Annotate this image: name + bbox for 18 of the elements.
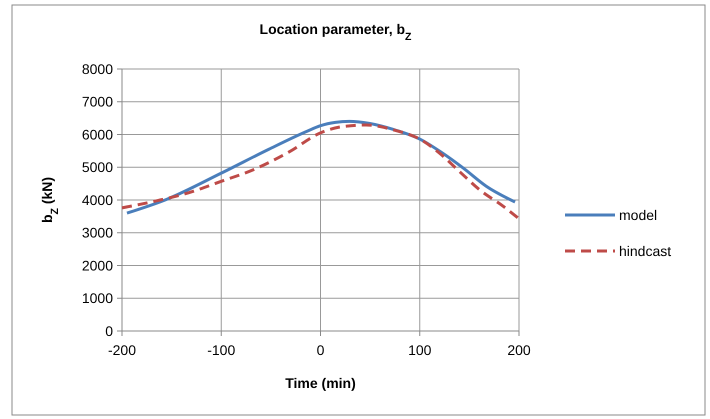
x-axis-title: Time (min) [285,375,356,391]
chart-title: Location parameter, b$_{Z}$ [260,21,412,43]
y-tick-label: 1000 [82,290,114,306]
y-tick-label: 7000 [82,94,114,110]
x-tick-label: 0 [316,342,325,358]
y-tick-label: 2000 [82,257,114,274]
y-tick-label: 4000 [82,192,114,208]
y-tick-label: 8000 [82,60,114,77]
x-tick-label: 100 [408,342,432,358]
y-tick-label: 5000 [82,159,114,176]
x-tick-label: -200 [108,342,136,358]
legend-label: model [619,206,658,223]
y-tick-label: 6000 [82,126,114,142]
x-tick-label: -100 [207,342,236,358]
y-tick-label: 0 [105,322,114,339]
y-tick-label: 3000 [82,224,114,241]
x-tick-label: 200 [507,342,531,358]
legend-label: hindcast [619,242,672,259]
